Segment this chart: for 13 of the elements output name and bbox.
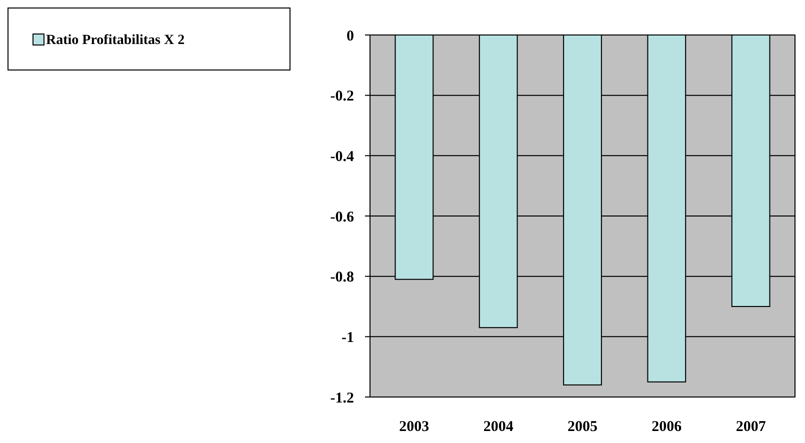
x-tick-label: 2004 (483, 419, 514, 435)
y-tick-label: 0 (346, 28, 354, 44)
y-tick-label: -0.4 (330, 148, 354, 165)
y-tick-label: -0.6 (330, 209, 354, 226)
x-tick-label: 2006 (652, 419, 682, 435)
x-tick-label: 2007 (736, 419, 766, 435)
y-tick-label: -1.2 (330, 390, 354, 406)
y-tick-label: -0.8 (330, 270, 354, 286)
x-tick-label: 2003 (399, 419, 430, 435)
y-tick-label: -0.2 (330, 88, 354, 105)
x-tick-label: 2005 (568, 419, 598, 435)
legend-label: Ratio Profitabilitas X 2 (46, 33, 185, 48)
y-tick-label: -1 (342, 330, 354, 346)
